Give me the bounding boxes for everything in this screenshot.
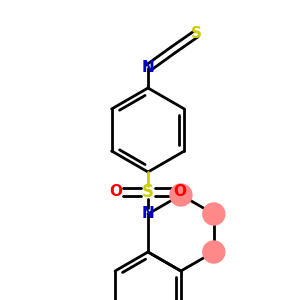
Circle shape bbox=[203, 203, 225, 225]
Circle shape bbox=[170, 184, 192, 206]
Text: S: S bbox=[142, 183, 154, 201]
Text: O: O bbox=[173, 184, 187, 200]
Circle shape bbox=[203, 241, 225, 263]
Text: S: S bbox=[190, 26, 202, 41]
Text: N: N bbox=[142, 206, 154, 221]
Text: O: O bbox=[110, 184, 122, 200]
Text: N: N bbox=[142, 61, 154, 76]
